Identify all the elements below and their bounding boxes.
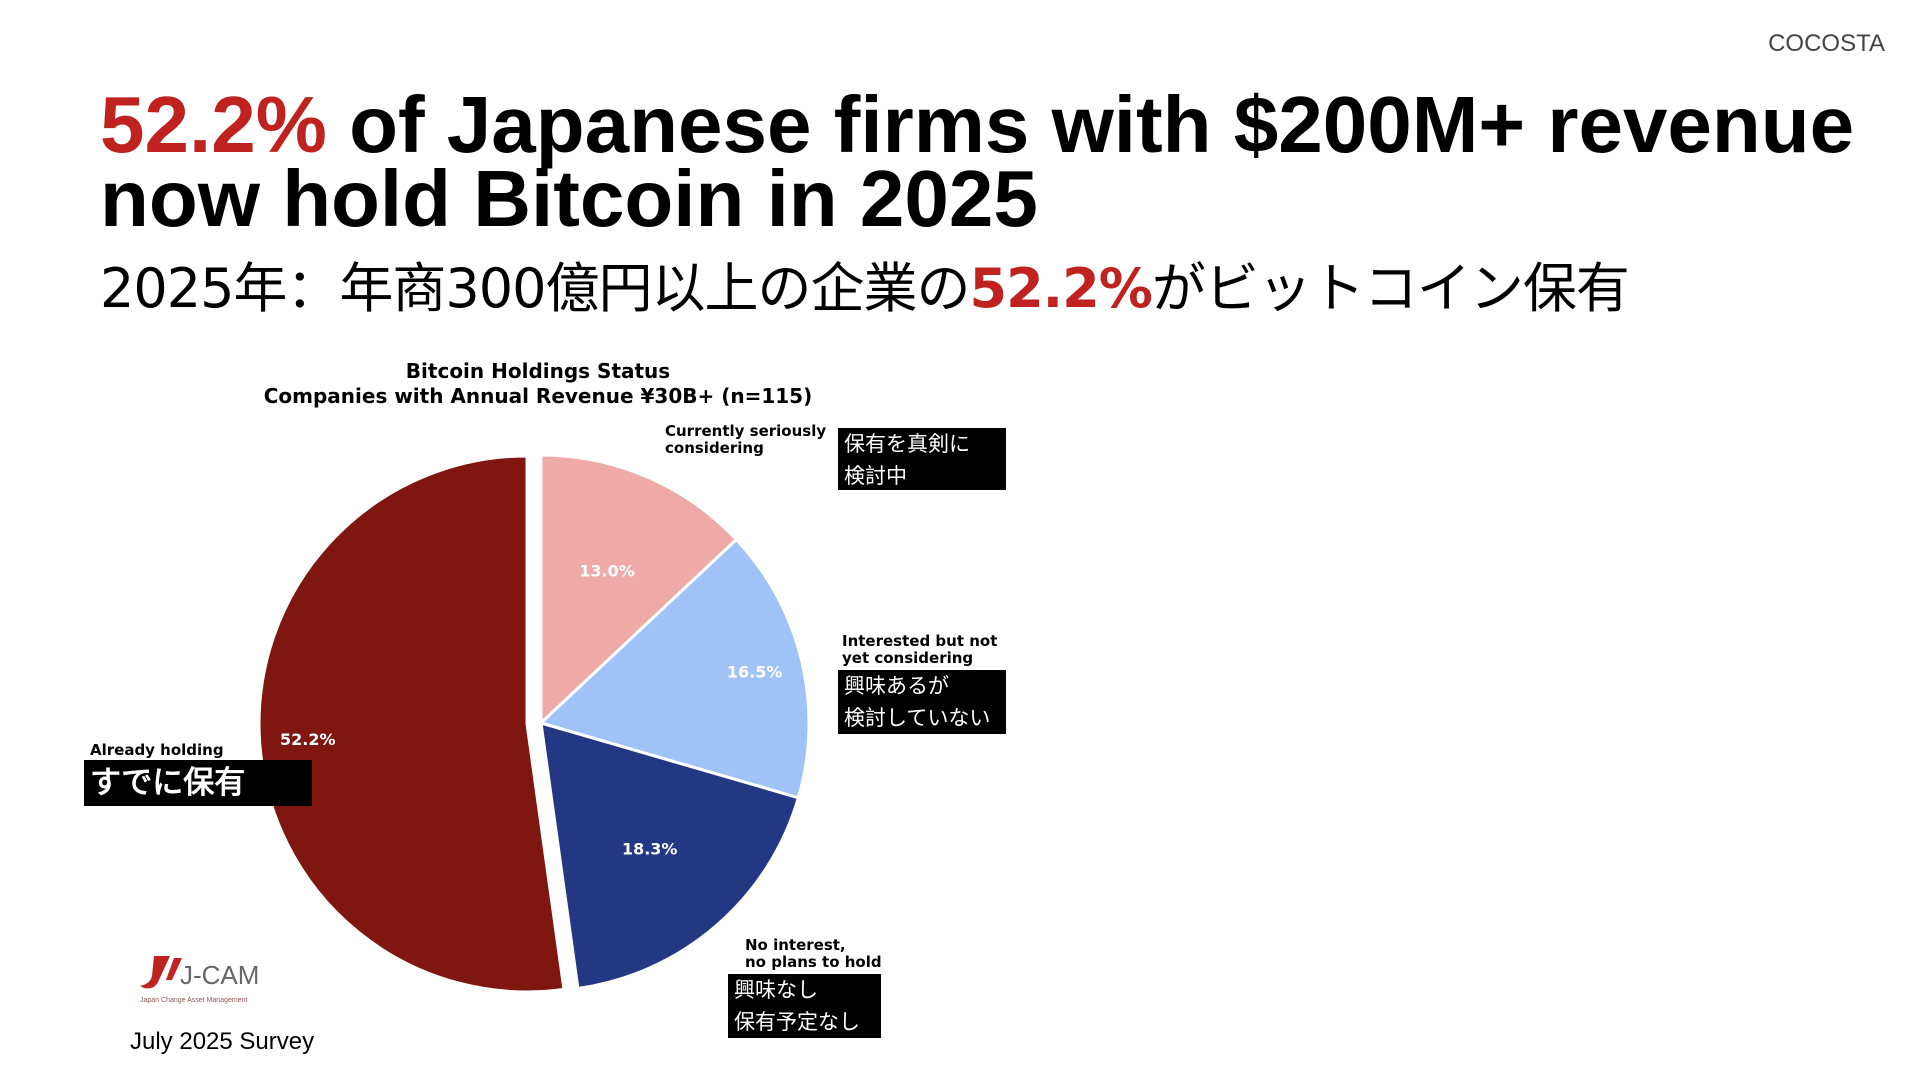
slice-value-label: 13.0% (579, 562, 635, 581)
subheadline-text-after: がビットコイン保有 (1151, 257, 1630, 320)
slice-jp-label: 興味なし保有予定なし (734, 978, 860, 1034)
jp-label-box (838, 670, 1006, 734)
subheadline-text-before: 2025年：年商300億円以上の企業の (100, 257, 970, 320)
slice-category-label: Already holding (90, 741, 224, 759)
j-cam-logo: J-CAM Japan Change Asset Management (140, 956, 259, 1004)
slice-jp-label: 興味あるが検討していない (844, 674, 990, 730)
slice-category-label: Currently seriously considering (665, 422, 826, 457)
jp-label-box (728, 974, 881, 1038)
jp-label-box (838, 428, 1006, 490)
slice-category-label: Interested but not yet considering (842, 632, 997, 667)
slice-jp-label: すでに保有 (90, 765, 245, 801)
pie-chart: Bitcoin Holdings Status Companies with A… (84, 359, 1006, 1038)
logo-tagline: Japan Change Asset Management (140, 997, 247, 1004)
survey-note: July 2025 Survey (130, 1028, 315, 1055)
logo-mark-stroke (166, 958, 182, 980)
slice-value-label: 18.3% (622, 840, 678, 859)
logo-text: J-CAM (180, 960, 259, 990)
chart-subtitle: Companies with Annual Revenue ¥30B+ (n=1… (264, 384, 813, 408)
subheadline: 2025年：年商300億円以上の企業の52.2%がビットコイン保有 (100, 256, 1630, 322)
headline: 52.2% of Japanese firms with $200M+ reve… (100, 85, 1860, 239)
brand-name: COCOSTA (1768, 30, 1885, 57)
pie-slice (538, 537, 811, 800)
subheadline-highlight: 52.2% (969, 257, 1153, 320)
pie-slice (257, 454, 566, 994)
pie-slice (539, 453, 739, 727)
pie-slice (539, 720, 801, 991)
slice-value-label: 16.5% (727, 663, 783, 682)
headline-highlight: 52.2% (100, 80, 327, 169)
headline-text: of Japanese firms with $200M+ revenue no… (100, 80, 1855, 243)
chart-title: Bitcoin Holdings Status (406, 359, 670, 383)
logo-mark (140, 956, 170, 989)
slice-category-label: No interest, no plans to hold (745, 936, 882, 971)
jp-label-box (84, 760, 312, 806)
slice-value-label: 52.2% (280, 730, 336, 749)
slice-jp-label: 保有を真剣に検討中 (844, 432, 970, 488)
